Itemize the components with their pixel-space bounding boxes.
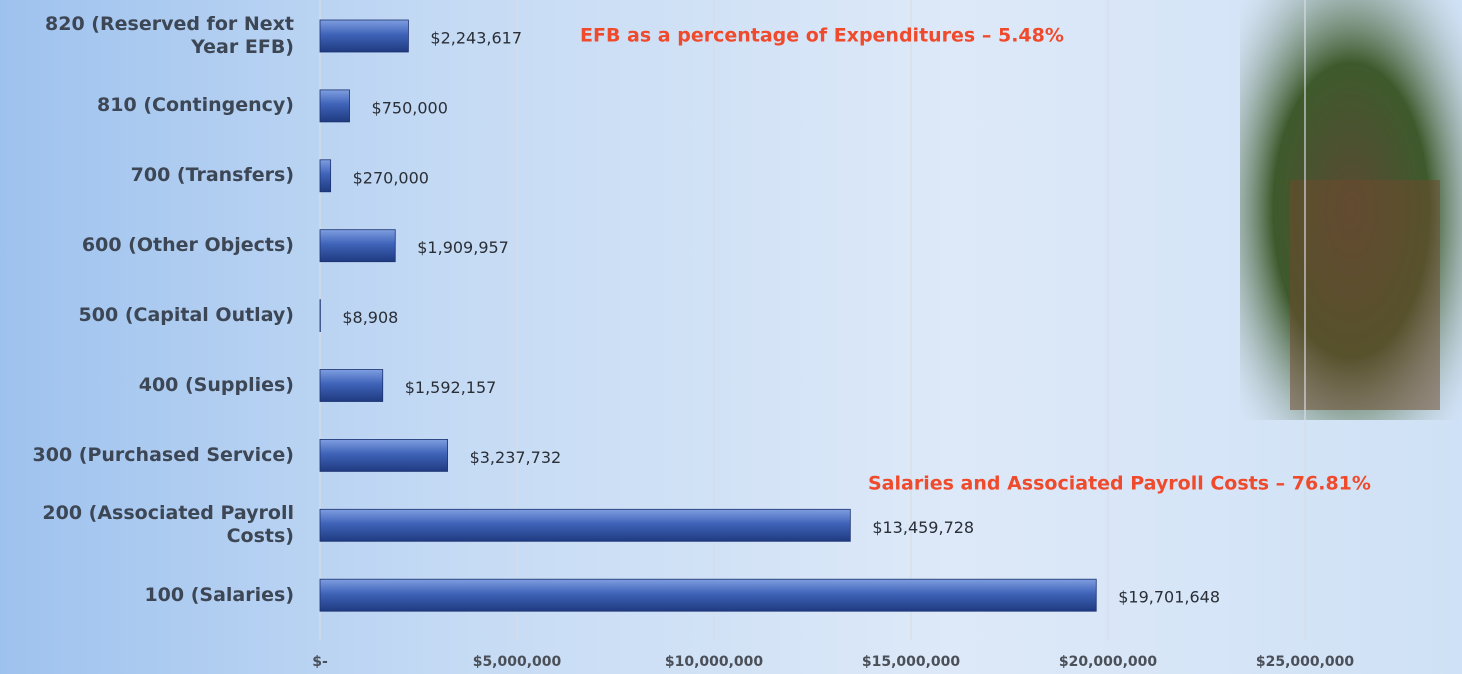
photo-ground <box>1290 180 1440 410</box>
category-label: 810 (Contingency) <box>0 94 294 117</box>
x-tick-label: $- <box>312 654 328 670</box>
x-tick-label: $20,000,000 <box>1059 654 1158 670</box>
value-label: $2,243,617 <box>430 29 522 48</box>
value-label: $3,237,732 <box>470 448 562 467</box>
category-label: 500 (Capital Outlay) <box>0 304 294 327</box>
page: {"chart_data": {"type": "bar", "orientat… <box>0 0 1462 674</box>
bar <box>320 370 383 402</box>
x-tick-label: $10,000,000 <box>665 654 764 670</box>
annotation: Salaries and Associated Payroll Costs – … <box>868 473 1371 495</box>
category-label: 600 (Other Objects) <box>0 234 294 257</box>
value-label: $13,459,728 <box>872 518 974 537</box>
x-tick-label: $25,000,000 <box>1256 654 1355 670</box>
category-label: 820 (Reserved for Next Year EFB) <box>0 13 294 59</box>
value-label: $8,908 <box>342 308 398 327</box>
value-label: $1,592,157 <box>405 378 497 397</box>
bar <box>320 579 1096 611</box>
value-label: $1,909,957 <box>417 238 509 257</box>
bar <box>320 439 448 471</box>
category-label: 200 (Associated Payroll Costs) <box>0 502 294 548</box>
category-label: 100 (Salaries) <box>0 584 294 607</box>
annotation: EFB as a percentage of Expenditures – 5.… <box>580 25 1064 47</box>
x-tick-label: $5,000,000 <box>473 654 562 670</box>
value-label: $750,000 <box>372 98 448 117</box>
value-label: $19,701,648 <box>1118 588 1220 607</box>
bar <box>320 509 850 541</box>
bar <box>320 230 395 262</box>
category-label: 700 (Transfers) <box>0 164 294 187</box>
bar <box>320 160 331 192</box>
x-tick-label: $15,000,000 <box>862 654 961 670</box>
category-label: 300 (Purchased Service) <box>0 444 294 467</box>
category-label: 400 (Supplies) <box>0 374 294 397</box>
bar <box>320 90 350 122</box>
value-label: $270,000 <box>353 168 429 187</box>
bar <box>320 20 408 52</box>
